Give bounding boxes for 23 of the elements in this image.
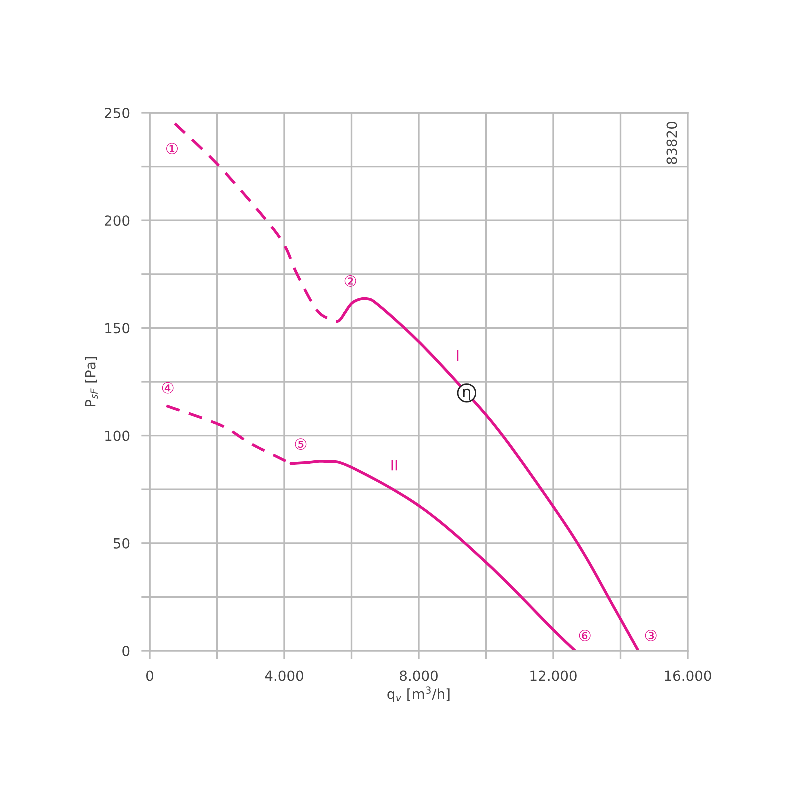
y-tick-label: 200 xyxy=(105,216,130,226)
x-axis-title: q$_{v}$ [m$^{3}$/h] xyxy=(388,686,450,702)
annotation: η xyxy=(463,388,470,401)
annotation: II xyxy=(392,460,398,471)
annotation: ⑤ xyxy=(295,438,307,450)
annotation: ③ xyxy=(645,630,657,642)
x-tick-label: 0 xyxy=(146,670,154,682)
annotation: ① xyxy=(166,143,178,155)
x-tick-label: 16.000 xyxy=(665,670,712,682)
y-tick-label: 50 xyxy=(114,538,130,549)
x-tick-label: 12.000 xyxy=(530,670,577,682)
y-axis-title: P$_{sF}$ [Pa] xyxy=(85,357,98,407)
annotation: ⑥ xyxy=(579,630,591,642)
y-tick-label: 150 xyxy=(106,323,130,334)
y-tick-label: 100 xyxy=(106,430,130,442)
y-tick-label: 250 xyxy=(105,108,130,118)
x-tick-label: 4.000 xyxy=(265,670,304,682)
annotation: 83820 xyxy=(666,122,678,164)
y-tick-label: 0 xyxy=(122,646,130,656)
annotation: I xyxy=(457,350,459,362)
x-tick-label: 8.000 xyxy=(400,670,438,682)
annotation: ④ xyxy=(162,382,174,394)
annotation: ② xyxy=(344,276,356,287)
